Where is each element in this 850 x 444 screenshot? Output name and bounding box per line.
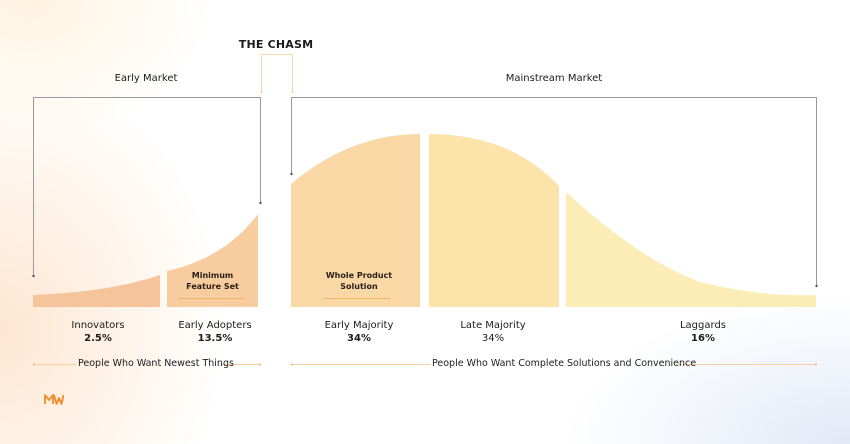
- segment-late-majority: [429, 134, 559, 307]
- minimum-feature-set-label: Minimum Feature Set: [186, 271, 239, 291]
- segment-label-laggards: Laggards 16%: [679, 320, 726, 344]
- segment-label-early-majority: Early Majority 34%: [324, 320, 394, 344]
- segment-early-majority: [291, 134, 420, 307]
- segment-laggards: [566, 192, 816, 307]
- chasm-title: THE CHASM: [238, 38, 314, 51]
- segment-early-adopters: [167, 214, 258, 307]
- early-market-bracket: [33, 97, 261, 275]
- segment-label-innovators: Innovators 2.5%: [71, 320, 125, 344]
- segment-label-early-adopters: Early Adopters 13.5%: [178, 320, 252, 344]
- segment-innovators: [33, 275, 160, 307]
- mw-logo-icon: [44, 394, 64, 405]
- early-market-label: Early Market: [114, 73, 178, 84]
- whole-product-solution-label: Whole Product Solution: [325, 271, 393, 291]
- chasm-bracket: [261, 54, 293, 92]
- early-group-label: People Who Want Newest Things: [78, 358, 234, 369]
- segment-label-late-majority: Late Majority 34%: [460, 320, 526, 344]
- mainstream-market-bracket: [291, 97, 817, 285]
- mainstream-market-label: Mainstream Market: [505, 73, 603, 84]
- mainstream-group-label: People Who Want Complete Solutions and C…: [432, 358, 697, 369]
